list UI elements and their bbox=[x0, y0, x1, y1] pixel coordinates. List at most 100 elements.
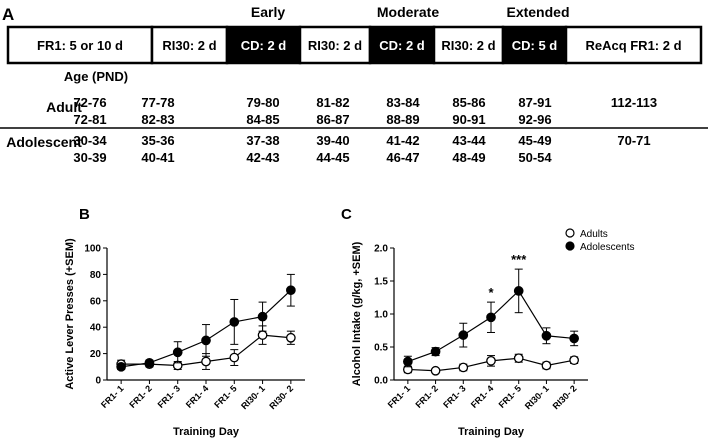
data-point bbox=[403, 356, 413, 367]
timeline-box-label-1: FR1: 5 or 10 d bbox=[37, 38, 123, 53]
adolescent-age-r2-c5: 46-47 bbox=[386, 150, 419, 165]
adult-age-r1-c6: 85-86 bbox=[452, 95, 485, 110]
data-point bbox=[458, 330, 469, 340]
panel-b-label: B bbox=[79, 206, 90, 223]
series-adolescents bbox=[116, 273, 296, 372]
adolescent-age-r2-c4: 44-45 bbox=[316, 150, 349, 165]
timeline-box-8 bbox=[564, 25, 703, 65]
adult-age-r2-c6: 90-91 bbox=[452, 112, 485, 127]
adult-age-r1-c3: 79-80 bbox=[246, 95, 279, 110]
adolescent-age-r1-c4: 39-40 bbox=[316, 133, 349, 148]
data-point bbox=[541, 330, 552, 341]
y-tick-label: 1.5 bbox=[374, 277, 388, 288]
adolescent-age-r1-c7: 45-49 bbox=[518, 133, 551, 148]
panel-b-lever-presses-chart: B 0 20 40 60 80 100 FR1- 1 FR1- 2 FR1- 3 FR1- 4 FR… bbox=[64, 206, 305, 438]
adult-age-r1-c8: 112-113 bbox=[611, 95, 657, 110]
timeline-box-label-8: ReAcq FR1: 2 d bbox=[585, 38, 681, 53]
data-point bbox=[201, 335, 211, 346]
significance-marker: * bbox=[488, 285, 494, 300]
y-tick-label: 40 bbox=[90, 323, 102, 334]
adult-age-r2-c5: 88-89 bbox=[386, 112, 419, 127]
adult-age-r2-c4: 86-87 bbox=[316, 112, 349, 127]
phase-header-moderate: Moderate bbox=[377, 4, 439, 20]
y-tick-label: 100 bbox=[84, 244, 101, 255]
data-point bbox=[116, 361, 126, 372]
x-tick-label: FR1- 1 bbox=[386, 383, 413, 410]
timeline-box-7 bbox=[501, 25, 568, 65]
timeline-box-1 bbox=[6, 25, 154, 65]
x-axis-title: Training Day bbox=[173, 426, 240, 438]
y-tick-label: 0.5 bbox=[374, 343, 388, 354]
legend-marker bbox=[565, 228, 575, 238]
panel-c-alcohol-intake-chart: C 0.0 0.5 1.0 1.5 2.0 FR1- 1 FR1- 2 FR1- 3 FR1- … bbox=[341, 206, 634, 438]
series-adults bbox=[403, 353, 579, 376]
x-tick-label: FR1- 2 bbox=[127, 383, 154, 410]
panel-a-label: A bbox=[2, 5, 14, 24]
data-point bbox=[430, 346, 441, 357]
data-point bbox=[201, 356, 211, 367]
data-point bbox=[486, 356, 496, 366]
data-point bbox=[172, 347, 183, 358]
timeline-box-label-6: RI30: 2 d bbox=[441, 38, 495, 53]
adult-age-r2-c2: 82-83 bbox=[141, 112, 174, 127]
data-point bbox=[430, 365, 441, 376]
data-point bbox=[513, 286, 524, 296]
data-point bbox=[229, 317, 240, 327]
y-axis-title: Active Lever Presses (+SEM) bbox=[64, 238, 76, 390]
x-tick-label: RI30- 1 bbox=[523, 383, 551, 411]
x-tick-label: RI30- 1 bbox=[239, 383, 267, 411]
y-tick-label: 1.0 bbox=[374, 310, 388, 321]
adult-age-r1-c4: 81-82 bbox=[316, 95, 349, 110]
panel-c-label: C bbox=[341, 206, 352, 223]
x-tick-label: RI30- 2 bbox=[551, 383, 579, 411]
adult-age-r2-c1: 72-81 bbox=[73, 112, 106, 127]
series-adolescents bbox=[403, 268, 579, 368]
data-point bbox=[257, 311, 268, 322]
data-point bbox=[458, 362, 469, 373]
adolescent-age-r1-c6: 43-44 bbox=[452, 133, 486, 148]
data-point bbox=[286, 285, 296, 296]
data-point bbox=[513, 353, 524, 364]
adolescent-age-r2-c3: 42-43 bbox=[246, 150, 279, 165]
data-point bbox=[257, 330, 268, 340]
legend-label: Adults bbox=[580, 229, 608, 240]
legend: Adults Adolescents bbox=[565, 228, 634, 253]
timeline-box-label-5: CD: 2 d bbox=[379, 38, 425, 53]
adolescent-age-r1-c5: 41-42 bbox=[386, 133, 419, 148]
x-tick-label: FR1- 3 bbox=[441, 383, 468, 410]
y-tick-label: 0.0 bbox=[374, 376, 388, 387]
adolescent-age-r1-c3: 37-38 bbox=[246, 133, 279, 148]
phase-header-extended: Extended bbox=[506, 4, 569, 20]
adolescent-label: Adolescent bbox=[6, 134, 82, 150]
timeline-boxes: FR1: 5 or 10 d RI30: 2 d CD: 2 d RI30: 2 d C… bbox=[6, 25, 703, 65]
y-tick-label: 2.0 bbox=[374, 244, 388, 255]
data-point bbox=[144, 357, 155, 368]
y-tick-label: 80 bbox=[90, 270, 102, 281]
data-point bbox=[569, 333, 579, 344]
adult-age-r2-c7: 92-96 bbox=[518, 112, 551, 127]
x-tick-label: FR1- 5 bbox=[497, 383, 524, 410]
x-axis-title: Training Day bbox=[458, 426, 525, 438]
x-tick-label: FR1- 2 bbox=[413, 383, 440, 410]
data-point bbox=[569, 355, 579, 366]
adult-age-r1-c7: 87-91 bbox=[518, 95, 551, 110]
data-point bbox=[486, 312, 496, 323]
data-point bbox=[286, 332, 296, 343]
adult-age-r1-c2: 77-78 bbox=[141, 95, 174, 110]
adolescent-age-r2-c1: 30-39 bbox=[73, 150, 106, 165]
adult-age-r2-c3: 84-85 bbox=[246, 112, 279, 127]
x-tick-label: RI30- 2 bbox=[267, 383, 295, 411]
panel-a-timeline: A Early Moderate Extended FR1: 5 or 10 d… bbox=[0, 4, 708, 165]
timeline-box-label-7: CD: 5 d bbox=[512, 38, 558, 53]
timeline-box-2 bbox=[150, 25, 229, 65]
timeline-box-label-3: CD: 2 d bbox=[241, 38, 287, 53]
age-table: 72-76 77-78 79-80 81-82 83-84 85-86 87-91 112-1… bbox=[73, 95, 657, 165]
adolescent-age-r1-c1: 30-34 bbox=[73, 133, 107, 148]
data-point bbox=[541, 360, 552, 371]
timeline-box-3 bbox=[225, 25, 302, 65]
x-tick-label: FR1- 4 bbox=[184, 383, 211, 410]
adult-age-r1-c5: 83-84 bbox=[386, 95, 420, 110]
timeline-box-label-4: RI30: 2 d bbox=[308, 38, 362, 53]
adult-label: Adult bbox=[46, 99, 82, 115]
